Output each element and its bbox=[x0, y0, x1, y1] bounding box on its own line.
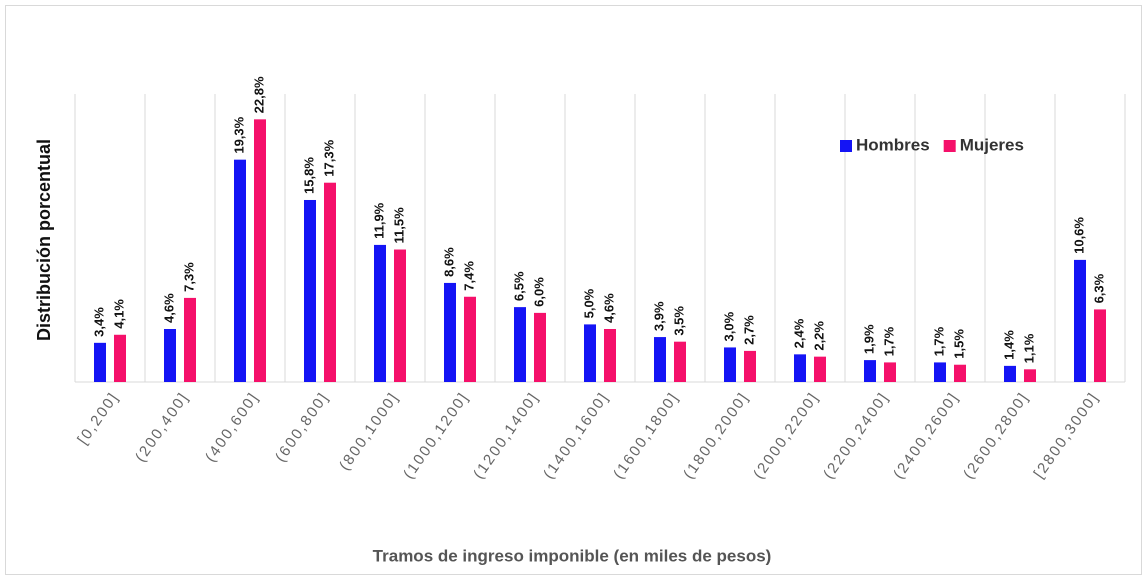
bar bbox=[1004, 365, 1016, 382]
data-label: 17,3% bbox=[321, 139, 336, 176]
bar bbox=[444, 282, 456, 382]
data-label: 1,1% bbox=[1021, 333, 1036, 363]
legend-swatch bbox=[943, 140, 956, 152]
bar bbox=[514, 307, 526, 382]
bar bbox=[464, 296, 476, 382]
bar bbox=[324, 182, 336, 382]
data-label: 3,4% bbox=[91, 307, 106, 337]
bar bbox=[304, 199, 316, 382]
data-label: 3,5% bbox=[671, 306, 686, 336]
data-label: 15,8% bbox=[301, 157, 316, 194]
bar bbox=[604, 329, 616, 382]
bar bbox=[654, 337, 666, 382]
bar bbox=[94, 342, 106, 382]
bar bbox=[794, 354, 806, 382]
bar bbox=[1024, 369, 1036, 382]
data-label: 1,4% bbox=[1001, 330, 1016, 360]
data-label: 1,7% bbox=[931, 326, 946, 356]
bar bbox=[744, 350, 756, 382]
data-label: 4,1% bbox=[111, 299, 126, 329]
data-label: 2,7% bbox=[741, 315, 756, 345]
bar bbox=[934, 362, 946, 382]
data-label: 22,8% bbox=[251, 76, 266, 113]
data-label: 2,4% bbox=[791, 318, 806, 348]
data-label: 5,0% bbox=[581, 288, 596, 318]
legend-label: Hombres bbox=[856, 135, 930, 154]
bar bbox=[114, 334, 126, 382]
data-label: 8,6% bbox=[441, 247, 456, 277]
data-label: 19,3% bbox=[231, 116, 246, 153]
data-label: 4,6% bbox=[601, 293, 616, 323]
bar bbox=[394, 249, 406, 382]
bar bbox=[674, 341, 686, 382]
bar bbox=[184, 297, 196, 382]
bar bbox=[234, 159, 246, 382]
data-label: 1,9% bbox=[861, 324, 876, 354]
data-label: 7,4% bbox=[461, 261, 476, 291]
data-label: 10,6% bbox=[1071, 217, 1086, 254]
legend-label: Mujeres bbox=[960, 135, 1024, 154]
data-label: 6,3% bbox=[1091, 273, 1106, 303]
data-label: 11,9% bbox=[371, 202, 386, 239]
data-label: 3,9% bbox=[651, 301, 666, 331]
data-label: 6,5% bbox=[511, 271, 526, 301]
bar bbox=[1094, 309, 1106, 382]
data-label: 4,6% bbox=[161, 293, 176, 323]
bar bbox=[1074, 259, 1086, 382]
bar bbox=[724, 347, 736, 382]
bar bbox=[374, 244, 386, 382]
data-label: 3,0% bbox=[721, 311, 736, 341]
bar bbox=[814, 356, 826, 382]
legend-swatch bbox=[840, 140, 852, 152]
bar bbox=[164, 329, 176, 382]
bar bbox=[954, 364, 966, 382]
bar bbox=[584, 324, 596, 382]
bar bbox=[864, 360, 876, 382]
data-label: 1,5% bbox=[951, 329, 966, 359]
bar bbox=[884, 362, 896, 382]
data-label: 11,5% bbox=[391, 207, 406, 244]
data-label: 2,2% bbox=[811, 321, 826, 351]
data-label: 1,7% bbox=[881, 326, 896, 356]
x-axis-title: Tramos de ingreso imponible (en miles de… bbox=[373, 546, 772, 565]
data-label: 7,3% bbox=[181, 262, 196, 292]
y-axis-title: Distribución porcentual bbox=[34, 139, 54, 341]
data-label: 6,0% bbox=[531, 277, 546, 307]
bar bbox=[254, 119, 266, 383]
bar bbox=[534, 312, 546, 382]
chart-border bbox=[5, 5, 1142, 575]
